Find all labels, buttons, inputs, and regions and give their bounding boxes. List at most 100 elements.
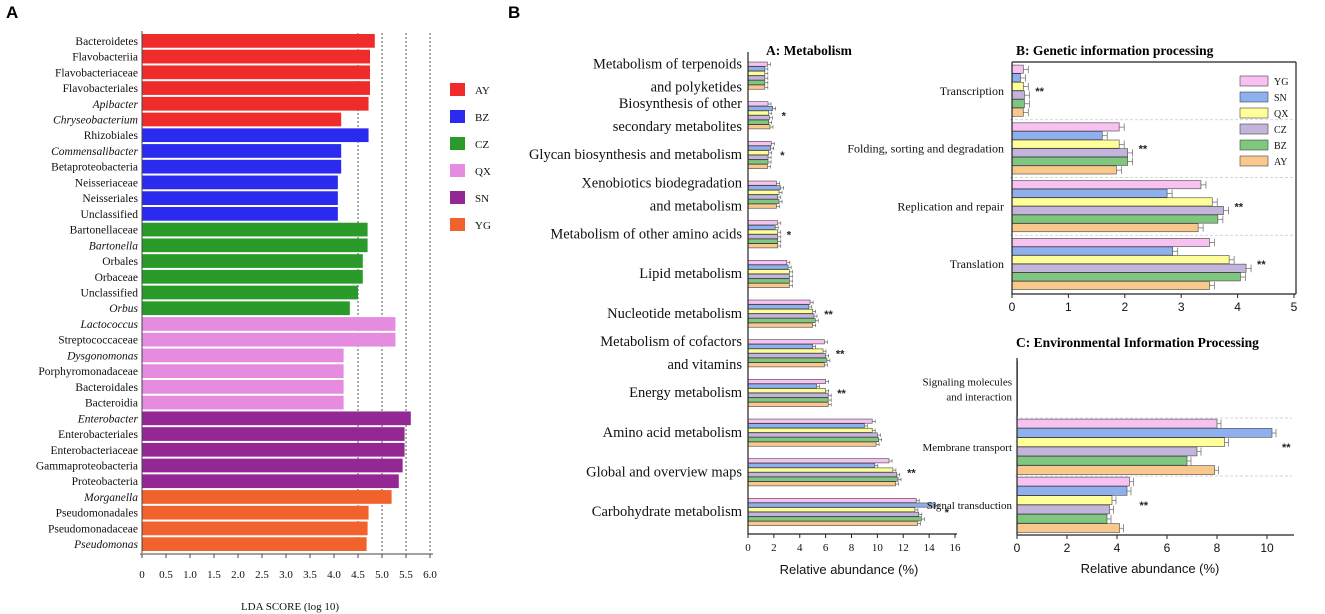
lda-x-tick-label: 4.0 (327, 569, 341, 581)
metabolism-significance-mark: * (780, 150, 785, 162)
genetic-info-bar (1011, 263, 1247, 273)
metabolism-bar (747, 521, 918, 526)
environmental-info-bar (1016, 428, 1273, 438)
lda-bar (142, 285, 358, 300)
metabolism-bar (747, 322, 813, 328)
lda-bar (142, 348, 344, 363)
genetic-info-bar (1011, 131, 1103, 140)
legend-swatch (1239, 91, 1269, 103)
metabolism-bar (747, 313, 815, 319)
lda-bar (142, 317, 396, 331)
lda-bar (142, 207, 338, 221)
metabolism-bar (747, 476, 899, 482)
metabolism-chart: A: Metabolism Metabolism of terpenoids and… (529, 43, 961, 577)
genetic-info-bar (1011, 180, 1202, 190)
environmental-info-bar (1016, 446, 1198, 457)
metabolism-category-label: Nucleotide metabolism (607, 306, 743, 322)
lda-bar (142, 34, 375, 48)
legend-swatch (1239, 139, 1269, 151)
metabolism-bar (747, 432, 878, 438)
metabolism-bar (747, 115, 770, 120)
metabolism-bar (747, 418, 873, 424)
environmental-info-bar (1016, 504, 1110, 515)
lda-bar-label: Dysgonomonas (66, 350, 138, 362)
lda-bar (142, 474, 399, 489)
environmental-info-x-tick-label: 8 (1214, 541, 1221, 555)
genetic-info-bar (1011, 64, 1024, 74)
metabolism-x-tick-label: 10 (872, 542, 884, 554)
environmental-info-chart: C: Environmental Information Processing S… (922, 335, 1294, 576)
environmental-info-bar (1016, 495, 1113, 505)
genetic-info-bar (1011, 122, 1120, 132)
metabolism-bar (747, 70, 766, 76)
metabolism-bar (747, 164, 768, 169)
lda-x-tick-label: 4.5 (351, 569, 365, 581)
lda-legend-swatch (450, 218, 465, 231)
lda-bar (142, 301, 350, 316)
lda-legend-swatch (450, 137, 465, 150)
lda-bar-label: Flavobacteriaceae (55, 67, 138, 79)
metabolism-category-label: Biosynthesis of other (619, 96, 742, 112)
genetic-info-bar (1011, 281, 1210, 290)
genetic-info-bar (1011, 156, 1128, 166)
lda-legend-label: YG (475, 220, 491, 232)
metabolism-category-label: Metabolism of other amino acids (550, 227, 742, 243)
panel-label-b: B (508, 3, 520, 22)
lda-bar-label: Enterobacter (77, 413, 139, 425)
lda-bar-label: Rhizobiales (84, 130, 139, 142)
genetic-info-bar (1011, 238, 1210, 247)
metabolism-bar (747, 234, 779, 239)
metabolism-bar (747, 260, 788, 265)
metabolism-bar (747, 189, 780, 195)
metabolism-category-label: secondary metabolites (613, 119, 743, 135)
metabolism-bar (747, 243, 779, 249)
lda-bar-label: Unclassified (81, 209, 139, 221)
metabolism-x-axis-label: Relative abundance (%) (780, 562, 919, 577)
lda-bar (142, 395, 344, 410)
panel-label-a: A (6, 3, 18, 22)
lda-x-tick-label: 2.5 (255, 569, 269, 581)
metabolism-bar (747, 427, 873, 433)
metabolism-bar (747, 462, 876, 468)
metabolism-category-label: and polyketides (651, 79, 743, 95)
lda-bar-label: Apibacter (92, 99, 139, 111)
environmental-info-chart-title: C: Environmental Information Processing (1016, 335, 1259, 350)
metabolism-bar (747, 269, 790, 275)
metabolism-bar (747, 304, 810, 310)
metabolism-bar (747, 199, 780, 204)
metabolism-bar (747, 278, 790, 284)
lda-bar (142, 175, 338, 190)
genetic-info-bar (1011, 90, 1025, 100)
environmental-info-x-tick-label: 6 (1164, 541, 1171, 555)
metabolism-bar (747, 264, 789, 270)
lda-bar-label: Porphyromonadaceae (38, 366, 138, 378)
environmental-info-bar (1016, 476, 1130, 487)
lda-legend-label: CZ (475, 139, 489, 151)
environmental-info-category-label: Membrane transport (923, 442, 1013, 454)
metabolism-bar (747, 220, 779, 226)
lda-x-tick-label: 2.0 (231, 569, 245, 581)
metabolism-bar (747, 383, 817, 389)
environmental-info-bar (1016, 486, 1128, 496)
lda-bar (142, 490, 392, 504)
lda-bar-label: Flavobacteriia (72, 52, 138, 64)
lda-x-tick-label: 5.5 (399, 569, 413, 581)
legend-swatch (1239, 123, 1269, 135)
genetic-info-significance-mark: ** (1035, 86, 1044, 98)
lda-bar-label: Chryseobacterium (53, 115, 138, 127)
metabolism-bar (747, 185, 781, 191)
genetic-info-x-tick-label: 1 (1065, 300, 1072, 314)
lda-bar (142, 128, 369, 143)
lda-x-tick-label: 5.0 (375, 569, 389, 581)
environmental-info-category-label: Signaling molecules (922, 377, 1012, 389)
metabolism-category-label: Xenobiotics biodegradation (581, 175, 742, 191)
environmental-info-x-tick-label: 0 (1014, 541, 1021, 555)
lda-legend-label: QX (475, 166, 491, 178)
metabolism-bar (747, 106, 773, 111)
lda-legend-swatch (450, 164, 465, 177)
genetic-info-significance-mark: ** (1139, 144, 1148, 156)
genetic-info-bar (1011, 148, 1128, 158)
legend-swatch (1239, 75, 1269, 87)
metabolism-chart-title: A: Metabolism (766, 43, 853, 58)
genetic-info-bar (1011, 188, 1168, 198)
